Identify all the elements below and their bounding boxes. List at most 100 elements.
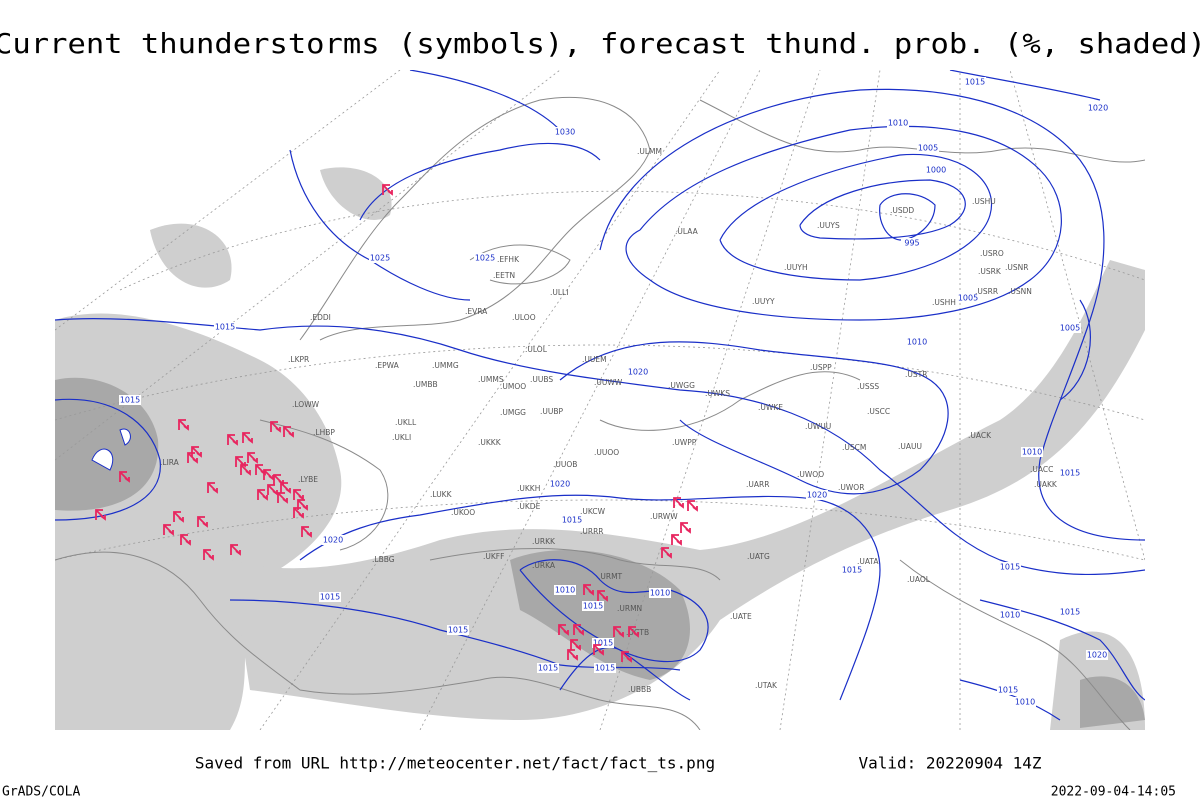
station-label: .URMN	[617, 604, 642, 613]
thunderstorm-symbol	[382, 184, 393, 196]
thunderstorm-symbol	[597, 590, 608, 602]
isobar-label-bg	[901, 238, 923, 248]
thunderstorm-symbol	[257, 489, 268, 501]
station-label: .UAKK	[1034, 480, 1058, 489]
station-label: .UKLI	[392, 433, 411, 442]
isobar-label: 1015	[215, 323, 235, 332]
isobar-label-bg	[999, 610, 1021, 620]
thunderstorm-symbol	[163, 524, 174, 536]
station-label: .UBBB	[628, 685, 651, 694]
isobar-label-bg	[447, 625, 469, 635]
isobar-label: 1015	[562, 516, 582, 525]
isobar-label-bg	[1014, 697, 1036, 707]
isobar-label: 1015	[998, 686, 1018, 695]
isobar-label: 1005	[918, 144, 938, 153]
station-label: .UUOO	[594, 448, 619, 457]
station-label: .URKA	[532, 561, 556, 570]
thunderstorm-symbol	[95, 509, 106, 521]
isobar-label-bg	[537, 663, 559, 673]
isobar-labels: 1030 1025 1025 1015 1015 1020 1015 1015 1015 1015…	[119, 77, 1109, 707]
thunderstorm-symbol	[687, 500, 698, 512]
isobar-label-bg	[964, 77, 986, 87]
isobar-label: 1010	[1022, 448, 1042, 457]
station-label: .LYBE	[298, 475, 318, 484]
isobar-label: 1015	[583, 602, 603, 611]
isobar-label: 1010	[907, 338, 927, 347]
station-label: .URWW	[650, 512, 678, 521]
isobar-label: 1010	[650, 589, 670, 598]
station-label: .UUYS	[817, 221, 840, 230]
thunderstorm-symbol	[570, 639, 581, 651]
station-label: .UWUU	[805, 422, 831, 431]
isobar-label: 1025	[475, 254, 495, 263]
station-label: .UMMS	[478, 375, 504, 384]
isobar-label: 1020	[323, 536, 343, 545]
station-label: .USRK	[978, 267, 1002, 276]
isobar-label-bg	[957, 293, 979, 303]
isobar-label-bg	[322, 535, 344, 545]
thunderstorm-symbol	[242, 432, 253, 444]
station-label: .UMGG	[500, 408, 526, 417]
station-label: .USSS	[857, 382, 879, 391]
valid-time: Valid: 20220904 14Z	[858, 754, 1041, 773]
lake	[91, 428, 131, 471]
station-label: .URKK	[532, 537, 556, 546]
isobar-label-bg	[627, 367, 649, 377]
thunderstorm-symbol	[680, 522, 691, 534]
isobar-label: 1020	[1087, 651, 1107, 660]
isobar-label: 1015	[538, 664, 558, 673]
station-label: .USRO	[980, 249, 1004, 258]
thunderstorm-symbol	[203, 549, 214, 561]
isobar-label: 1015	[448, 626, 468, 635]
station-label: .ULOO	[512, 313, 536, 322]
isobar-label: 1010	[1000, 611, 1020, 620]
isobar-label: 1015	[320, 593, 340, 602]
isobar-label-bg	[1059, 468, 1081, 478]
thunderstorm-symbol	[583, 584, 594, 596]
isobar-label-bg	[214, 322, 236, 332]
thunderstorm-symbol	[197, 516, 208, 528]
isobar-label-bg	[549, 479, 571, 489]
isobar-label: 1020	[550, 480, 570, 489]
station-label: .UMMG	[432, 361, 459, 370]
isobar-label: 1020	[1088, 104, 1108, 113]
station-label: .UATE	[730, 612, 752, 621]
isobar-label: 1015	[842, 566, 862, 575]
software-credit: GrADS/COLA	[2, 785, 80, 800]
thunderstorm-symbol	[293, 507, 304, 519]
isobar-label-bg	[369, 253, 391, 263]
isobar-label-bg	[554, 585, 576, 595]
probability-shading-high	[55, 377, 1145, 728]
station-label: .LOWW	[292, 400, 320, 409]
isobar-label: 1030	[555, 128, 575, 137]
station-label: .UKLL	[395, 418, 417, 427]
station-label: .UACK	[968, 431, 992, 440]
thunderstorm-symbol	[661, 547, 672, 559]
station-label: .USDD	[890, 206, 914, 215]
map-area: 1030 1025 1025 1015 1015 1020 1015 1015 1015 1015…	[55, 70, 1145, 730]
station-label: .LHBP	[313, 428, 335, 437]
station-label: .USNR	[1005, 263, 1028, 272]
isobar-label: 1005	[1060, 324, 1080, 333]
station-label: .UUBP	[540, 407, 564, 416]
station-label: .ULOL	[525, 345, 548, 354]
station-label: .LUKK	[430, 490, 453, 499]
thunderstorm-symbol	[593, 644, 604, 656]
isobar-label: 1015	[595, 664, 615, 673]
thunderstorm-symbol	[671, 534, 682, 546]
station-label: .UWOR	[838, 483, 864, 492]
isobar-label-bg	[1059, 607, 1081, 617]
thunderstorm-symbol	[293, 489, 304, 501]
thunderstorm-symbol	[567, 649, 578, 661]
station-label: .EFHK	[497, 255, 520, 264]
station-label: .UAUU	[898, 442, 922, 451]
isobar-label-bg	[1059, 323, 1081, 333]
station-label: .UKFF	[483, 552, 504, 561]
isobar-label: 1015	[1000, 563, 1020, 572]
isobar-label-bg	[806, 490, 828, 500]
station-label: .UUEM	[582, 355, 607, 364]
thunderstorm-symbol	[180, 534, 191, 546]
thunderstorm-symbol	[173, 511, 184, 523]
station-label: .UKOO	[451, 508, 475, 517]
